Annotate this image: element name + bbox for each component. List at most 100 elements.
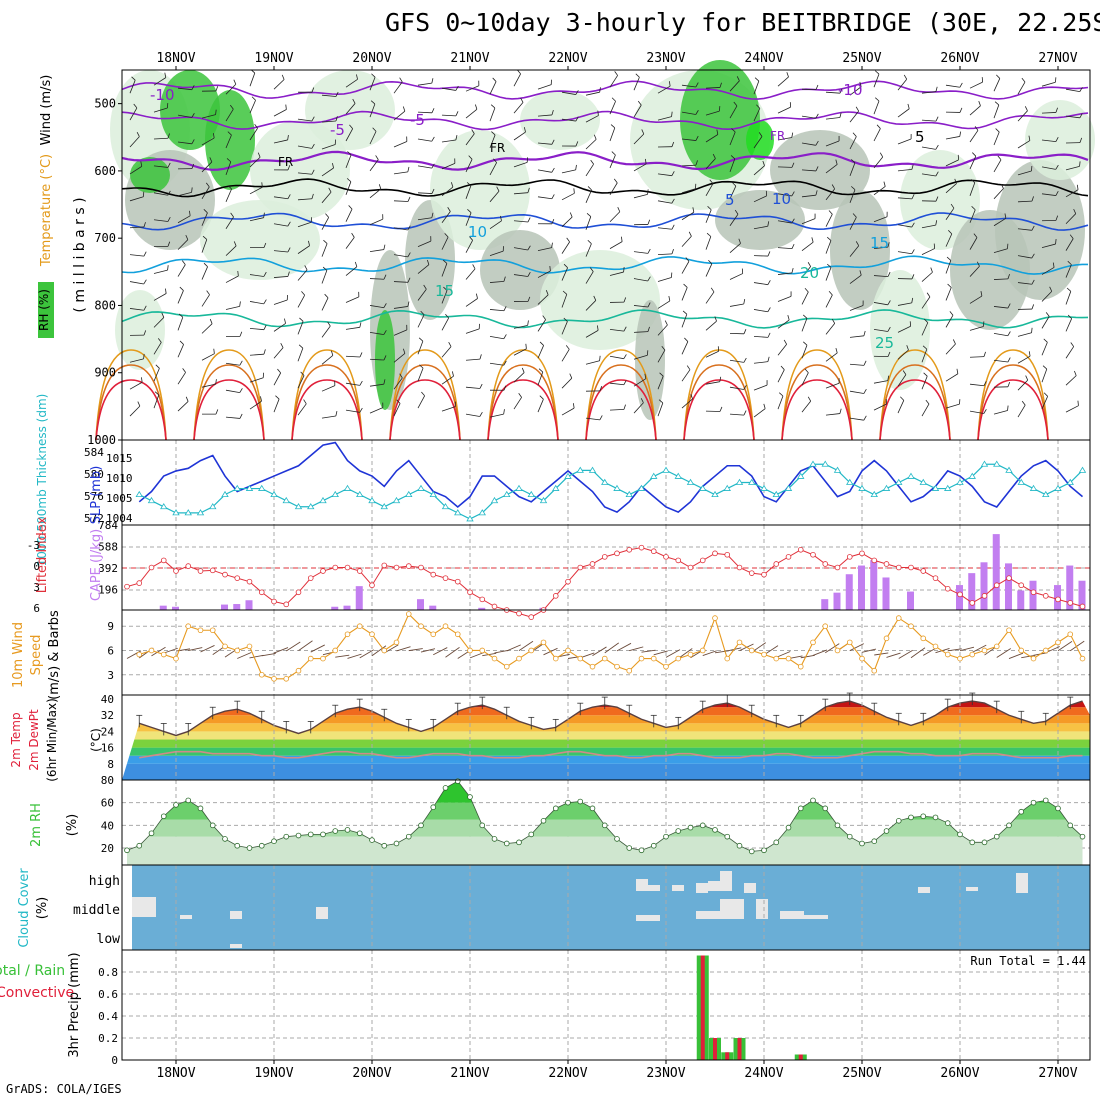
- lifted-index-line-marker: [846, 554, 853, 560]
- wind-barb-flag: [644, 373, 647, 379]
- wind-barb: [441, 406, 456, 412]
- wind-speed-line-marker: [932, 643, 939, 650]
- surface-isotherm: [585, 364, 657, 441]
- wind-barb: [129, 196, 144, 202]
- wind-speed-line-marker: [405, 611, 412, 617]
- wind-barb: [609, 75, 618, 88]
- wind-barb: [249, 400, 262, 410]
- wind-speed-line-marker: [797, 663, 804, 670]
- wind-barb-flag: [370, 100, 376, 105]
- thickness-line-marker: [613, 484, 621, 491]
- wind-barb: [177, 141, 192, 145]
- wind-barb: [657, 300, 671, 309]
- wind-barb-flag: [383, 274, 387, 280]
- thickness-line-marker: [270, 490, 278, 498]
- lifted-index-line-marker: [258, 589, 265, 596]
- wind-barb: [441, 163, 456, 170]
- cape-tick-label: 588: [98, 541, 118, 554]
- wind-barb: [729, 303, 744, 307]
- wind-barb-flag: [303, 399, 307, 405]
- wind-barb-flag: [1052, 262, 1055, 268]
- surface-isotherm: [683, 379, 755, 441]
- thickness-line-marker: [515, 484, 523, 491]
- wind-barb: [825, 188, 835, 201]
- precip-tick-label: 0.6: [98, 988, 118, 1001]
- wind-barb-flag: [978, 100, 981, 106]
- wind-barb: [249, 186, 263, 195]
- surface-wind-barb: [580, 652, 595, 659]
- surface-isotherm: [389, 349, 461, 441]
- wind-barb-flag: [983, 351, 986, 357]
- wind-barb: [993, 410, 1008, 415]
- wind-barb-flag: [448, 342, 452, 347]
- wind-barb: [609, 127, 616, 142]
- wind-speed-line-marker: [663, 663, 669, 670]
- wind-barb: [753, 408, 766, 418]
- cape-bar: [858, 565, 865, 610]
- rh-line-marker: [724, 833, 731, 840]
- wind-barb-flag: [521, 367, 525, 373]
- lifted-index-line-marker: [173, 568, 179, 574]
- rh-line-marker: [981, 839, 988, 846]
- lifted-index-line-marker: [369, 582, 375, 589]
- wind-barb: [753, 80, 760, 95]
- wind-barb: [321, 191, 332, 204]
- pressure-tick-label: 800: [94, 298, 116, 312]
- cloud-block: [756, 899, 768, 919]
- rh-axis-label: RH (%): [37, 289, 51, 331]
- wind-barb-flag: [743, 298, 746, 305]
- wind-barb-flag: [402, 106, 406, 112]
- lifted-index-line-marker: [1030, 589, 1037, 596]
- thickness-line-marker: [1017, 478, 1025, 485]
- thickness-line-marker: [833, 466, 842, 473]
- wind-barb-flag: [1079, 161, 1081, 167]
- wind-barb-flag: [859, 270, 862, 276]
- precip-convective-bar: [700, 955, 705, 1060]
- wind-barb: [249, 156, 261, 168]
- cape-bar: [1017, 590, 1025, 610]
- thickness-line-marker: [356, 490, 364, 498]
- wind-barb-flag: [479, 383, 483, 389]
- thickness-line-marker: [380, 503, 388, 510]
- wind-barb-flag: [407, 277, 411, 283]
- wind-barb: [945, 260, 952, 274]
- wind-barb: [609, 211, 621, 223]
- surface-wind-barb: [812, 649, 828, 656]
- wind-barb-flag: [443, 286, 448, 291]
- wind-barb-flag: [1055, 239, 1057, 245]
- wind-barb-flag: [442, 259, 448, 264]
- wind-barb-flag: [263, 325, 267, 330]
- wind-barb-flag: [230, 212, 234, 218]
- rh-line-marker: [944, 820, 951, 826]
- wind-barb: [657, 324, 668, 336]
- surface-wind-barb: [175, 648, 191, 652]
- thickness-line-marker: [858, 484, 866, 491]
- wind-barb-flag: [445, 313, 449, 319]
- thickness-line-marker: [539, 496, 548, 504]
- wind-barb-flag: [839, 408, 842, 414]
- cloud-block: [696, 911, 720, 919]
- wind-barb: [249, 100, 256, 114]
- wind-barb-flag: [923, 372, 928, 377]
- lifted-index-line-marker: [748, 570, 755, 576]
- wind-barb: [753, 195, 767, 203]
- wind-barb: [993, 159, 1002, 173]
- rh-line-marker: [344, 827, 351, 833]
- wind-barb-flag: [997, 155, 1002, 161]
- surface-isotherm: [879, 349, 951, 441]
- lifted-index-line-marker: [822, 561, 829, 567]
- thickness-line-marker: [821, 460, 829, 467]
- wind-barb: [297, 375, 305, 389]
- top-day-label: 18NOV: [156, 51, 195, 66]
- wind-barb: [249, 72, 256, 87]
- wind-barb: [897, 349, 909, 360]
- wind-speed-line-marker: [320, 655, 326, 662]
- top-day-label: 25NOV: [842, 51, 881, 66]
- wind-barb-flag: [346, 178, 352, 182]
- wind-speed-line-marker: [258, 671, 265, 678]
- cloud-block: [720, 871, 732, 891]
- cloud-axis-label: Cloud Cover: [17, 868, 32, 948]
- cape-bar: [221, 604, 228, 610]
- wind-barb: [1017, 379, 1029, 391]
- wind-barb-flag: [743, 357, 747, 363]
